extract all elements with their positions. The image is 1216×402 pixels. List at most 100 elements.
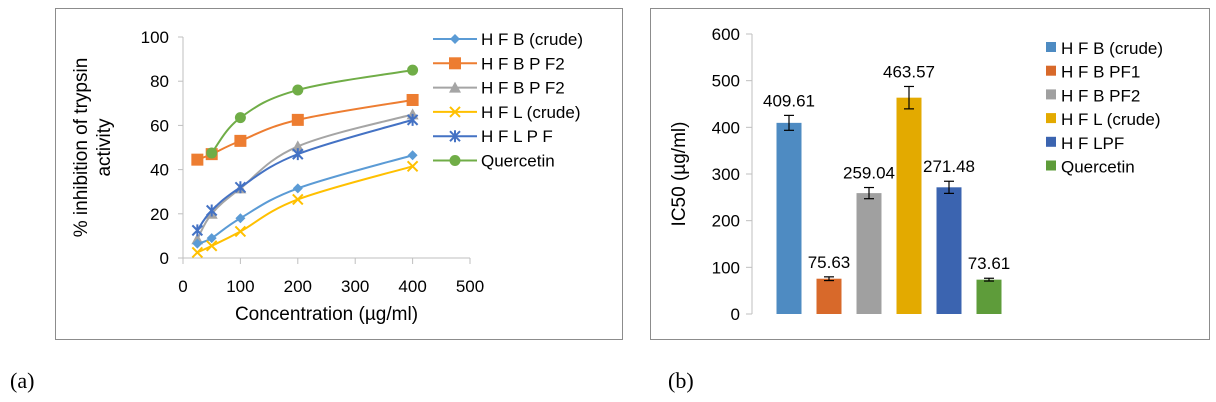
data-point xyxy=(234,134,247,147)
y-tick-label: 40 xyxy=(150,161,169,180)
series-group xyxy=(191,160,419,259)
data-point xyxy=(234,225,247,238)
y-tick-label: 300 xyxy=(712,165,740,184)
x-tick-label: 200 xyxy=(284,277,312,296)
y-tick-label: 0 xyxy=(731,305,740,324)
legend-label: H F B (crude) xyxy=(481,30,583,49)
bar xyxy=(936,187,962,314)
legend-swatch xyxy=(1046,113,1056,124)
legend-label: Quercetin xyxy=(1061,158,1135,177)
legend-item: H F B PF1 xyxy=(1046,63,1140,82)
series-group xyxy=(191,93,419,166)
data-point xyxy=(234,181,247,194)
caption-a: (a) xyxy=(10,368,35,393)
data-point xyxy=(292,84,304,96)
legend-item: H F B (crude) xyxy=(1046,39,1163,58)
data-point xyxy=(192,238,203,249)
legend-label: H F LPF xyxy=(1061,134,1124,153)
data-point xyxy=(205,240,218,252)
bar-group: 271.48 xyxy=(923,157,975,314)
legend-marker xyxy=(449,155,461,166)
legend-label: H F B (crude) xyxy=(1061,39,1163,58)
legend-swatch xyxy=(1046,160,1056,171)
data-point xyxy=(406,160,419,172)
legend-label: H F L (crude) xyxy=(1061,110,1161,129)
bar-group: 463.57 xyxy=(883,62,935,315)
bar-group: 73.61 xyxy=(968,254,1010,314)
legend-swatch xyxy=(1046,136,1056,147)
legend-item: H F B (crude) xyxy=(433,30,583,49)
data-point xyxy=(407,64,419,76)
legend-item: Quercetin xyxy=(1046,158,1135,177)
bar xyxy=(776,122,802,314)
series-line xyxy=(196,154,413,245)
legend-label: H F B PF2 xyxy=(1061,86,1140,105)
x-tick-label: 100 xyxy=(226,277,254,296)
data-point xyxy=(191,153,204,166)
legend-item: H F B P F2 xyxy=(433,79,565,98)
y-axis-title-line: % inhibition of trypsin xyxy=(71,58,92,238)
legend-item: H F L (crude) xyxy=(433,103,581,122)
data-point xyxy=(235,213,246,224)
bar xyxy=(816,278,842,314)
data-point xyxy=(292,148,304,161)
data-label: 271.48 xyxy=(923,157,975,176)
data-point xyxy=(407,150,418,161)
legend-item: H F L (crude) xyxy=(1046,110,1161,129)
y-axis-title: % inhibition of trypsin activity xyxy=(71,58,115,238)
legend-item: H F B P F2 xyxy=(433,54,565,73)
y-tick-label: 100 xyxy=(141,28,169,47)
legend-swatch xyxy=(1046,89,1056,100)
series-group xyxy=(191,113,419,237)
data-label: 75.63 xyxy=(808,253,851,272)
data-point xyxy=(206,233,217,244)
bar-group: 259.04 xyxy=(843,164,895,314)
series-line xyxy=(210,69,413,154)
data-point xyxy=(191,224,204,237)
legend-marker xyxy=(449,81,461,93)
data-point xyxy=(205,204,218,217)
legend-item: H F LPF xyxy=(1046,134,1124,153)
data-point xyxy=(406,93,419,106)
y-tick-label: 500 xyxy=(712,72,740,91)
data-label: 463.57 xyxy=(883,62,935,81)
legend-label: H F B P F2 xyxy=(481,54,565,73)
data-point xyxy=(206,147,218,159)
y-tick-label: 20 xyxy=(150,205,169,224)
data-point xyxy=(291,113,304,126)
y-tick-label: 0 xyxy=(160,249,169,268)
data-label: 259.04 xyxy=(843,164,895,183)
data-point xyxy=(234,112,246,124)
y-tick-label: 80 xyxy=(150,72,169,91)
legend-marker xyxy=(449,130,461,143)
bar-group: 75.63 xyxy=(808,253,851,314)
legend-label: H F L P F xyxy=(481,127,553,146)
y-tick-label: 600 xyxy=(712,25,740,44)
line-chart: 0 20 40 60 80 100 0 100 200 300 400 500 Concentratio… xyxy=(71,28,583,325)
series-group xyxy=(206,64,419,159)
y-tick-label: 200 xyxy=(712,212,740,231)
legend-marker xyxy=(449,57,461,70)
bar xyxy=(856,193,882,314)
data-point xyxy=(292,193,304,206)
x-tick-label: 400 xyxy=(398,277,426,296)
series-line xyxy=(196,165,413,254)
legend-label: H F B P F2 xyxy=(481,79,565,98)
caption-b: (b) xyxy=(668,368,694,393)
legend-marker xyxy=(449,106,461,118)
series-line xyxy=(196,113,413,240)
x-axis-title: Concentration (µg/ml) xyxy=(235,304,418,325)
y-axis-title-line: activity xyxy=(94,118,115,177)
y-tick-label: 100 xyxy=(712,258,740,277)
legend-label: H F L (crude) xyxy=(481,103,581,122)
y-axis-title: IC50 (µg/ml) xyxy=(669,122,690,227)
data-point xyxy=(291,140,304,152)
legend-item: H F B PF2 xyxy=(1046,86,1140,105)
legend-item: Quercetin xyxy=(433,152,555,171)
legend-label: H F B PF1 xyxy=(1061,63,1140,82)
y-tick-label: 400 xyxy=(712,118,740,137)
y-tick-label: 60 xyxy=(150,116,169,135)
data-point xyxy=(292,183,303,194)
x-tick-label: 500 xyxy=(456,277,484,296)
x-tick-label: 0 xyxy=(178,277,187,296)
